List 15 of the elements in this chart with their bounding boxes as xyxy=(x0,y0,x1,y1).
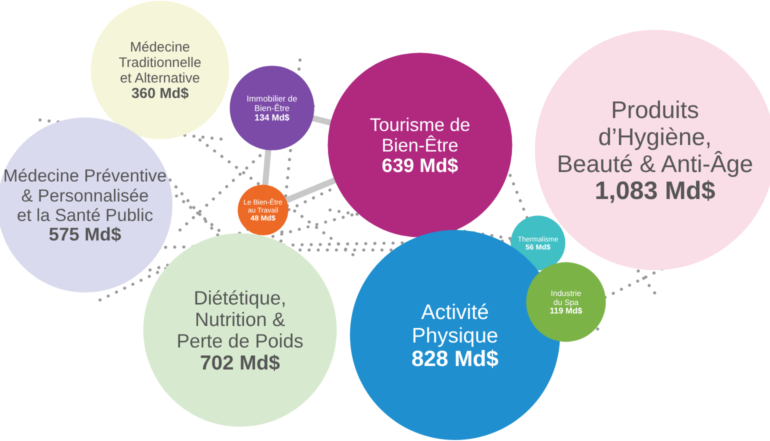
data-label: 134 Md$ xyxy=(254,112,290,122)
data-label: 119 Md$ xyxy=(550,306,583,316)
data-label: 828 Md$ xyxy=(411,346,499,371)
category-label: Médecine Préventive & Personnalisée et la Santé Public xyxy=(3,166,167,225)
category-label: Produits d’Hygiène, Beauté & Anti-Âge xyxy=(556,97,754,178)
data-label: 360 Md$ xyxy=(131,86,189,102)
data-label: 575 Md$ xyxy=(48,224,122,245)
category-label: Médecine Traditionnelle et Alternative xyxy=(118,38,202,86)
category-label: Diététique, Nutrition & Perte de Poids xyxy=(176,287,304,353)
category-label: Tourisme de Bien-Être xyxy=(370,114,470,156)
data-label: 1,083 Md$ xyxy=(594,176,716,205)
data-label: 702 Md$ xyxy=(200,352,280,374)
data-label: 639 Md$ xyxy=(382,155,458,178)
category-label: Immobilier de Bien-Être xyxy=(246,93,298,113)
category-label: Activité Physique xyxy=(412,300,498,348)
